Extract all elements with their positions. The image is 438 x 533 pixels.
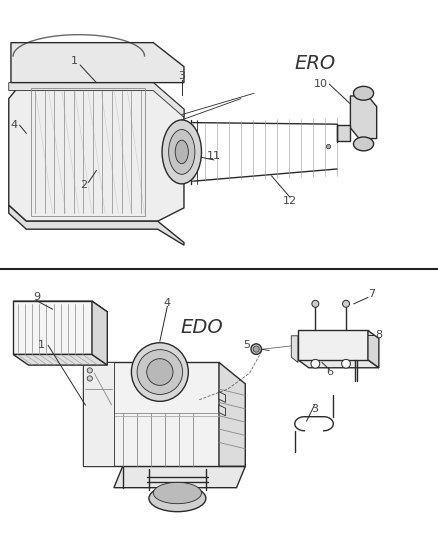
Polygon shape xyxy=(219,362,245,466)
Circle shape xyxy=(87,368,92,373)
Ellipse shape xyxy=(153,482,201,504)
Circle shape xyxy=(87,376,92,381)
Ellipse shape xyxy=(162,120,201,184)
Text: 10: 10 xyxy=(314,79,328,89)
Circle shape xyxy=(251,344,261,354)
Polygon shape xyxy=(9,205,184,245)
Ellipse shape xyxy=(149,485,206,512)
Polygon shape xyxy=(9,83,184,117)
Polygon shape xyxy=(219,392,226,402)
Circle shape xyxy=(253,346,259,352)
Text: 8: 8 xyxy=(375,330,382,340)
Ellipse shape xyxy=(353,86,374,100)
Polygon shape xyxy=(11,43,184,83)
Polygon shape xyxy=(83,362,219,466)
Text: 11: 11 xyxy=(207,151,221,161)
Polygon shape xyxy=(13,301,107,312)
Text: 6: 6 xyxy=(326,367,333,377)
Polygon shape xyxy=(368,330,379,368)
Polygon shape xyxy=(9,83,184,221)
Text: EDO: EDO xyxy=(180,318,223,337)
Circle shape xyxy=(326,144,331,149)
Polygon shape xyxy=(298,330,368,360)
Ellipse shape xyxy=(175,140,188,164)
Ellipse shape xyxy=(131,343,188,401)
Text: 7: 7 xyxy=(368,289,375,299)
Polygon shape xyxy=(83,362,114,466)
Ellipse shape xyxy=(169,130,195,174)
Text: 1: 1 xyxy=(71,56,78,66)
Text: 12: 12 xyxy=(283,197,297,206)
Polygon shape xyxy=(13,301,92,354)
Text: 1: 1 xyxy=(38,341,45,350)
Polygon shape xyxy=(219,405,226,416)
Ellipse shape xyxy=(147,359,173,385)
Text: 2: 2 xyxy=(80,181,87,190)
Text: 3: 3 xyxy=(178,71,185,80)
Text: ERO: ERO xyxy=(295,54,336,74)
Ellipse shape xyxy=(353,137,374,151)
Text: 3: 3 xyxy=(311,404,318,414)
Circle shape xyxy=(342,359,350,368)
Polygon shape xyxy=(298,360,379,368)
Circle shape xyxy=(311,359,320,368)
Text: 4: 4 xyxy=(164,298,171,308)
Polygon shape xyxy=(350,96,377,139)
Text: 9: 9 xyxy=(33,293,40,302)
Circle shape xyxy=(312,300,319,308)
Circle shape xyxy=(343,300,350,308)
Ellipse shape xyxy=(137,350,183,394)
Polygon shape xyxy=(114,466,245,488)
Polygon shape xyxy=(337,125,350,141)
Polygon shape xyxy=(92,301,107,365)
Polygon shape xyxy=(13,354,107,365)
Text: 5: 5 xyxy=(243,340,250,350)
Polygon shape xyxy=(291,336,298,362)
Text: 4: 4 xyxy=(11,120,18,130)
